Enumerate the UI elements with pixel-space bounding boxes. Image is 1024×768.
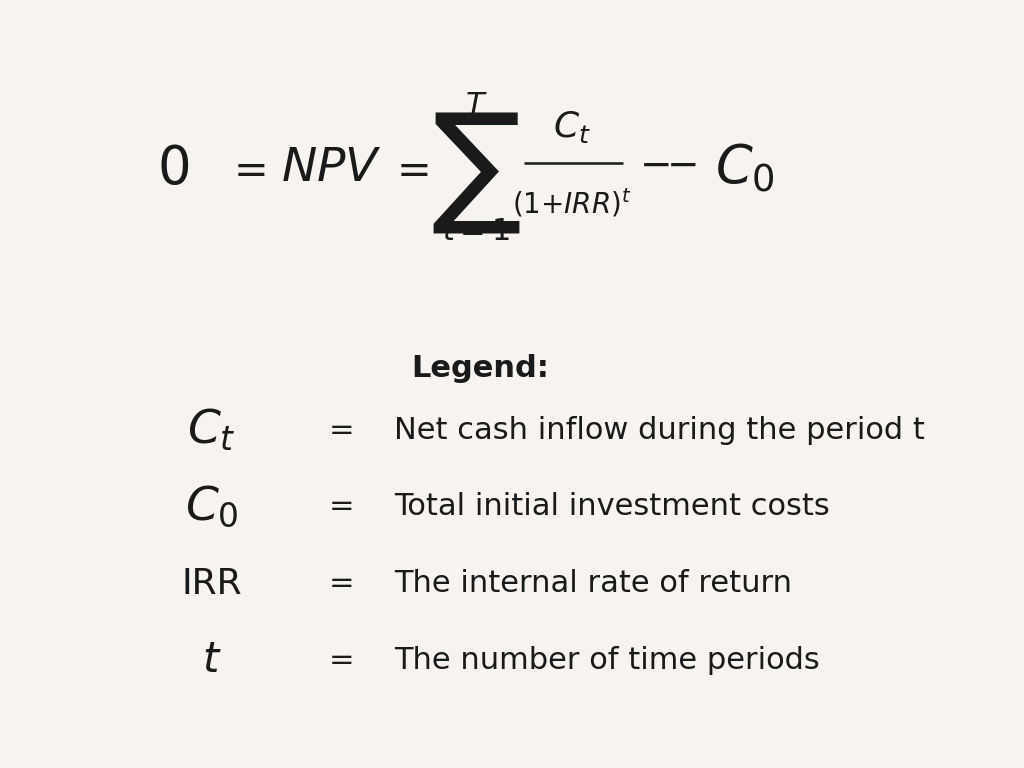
Text: =: = — [329, 569, 354, 598]
Text: =: = — [329, 415, 354, 445]
Text: Total initial investment costs: Total initial investment costs — [394, 492, 829, 521]
Text: The number of time periods: The number of time periods — [394, 646, 820, 675]
Text: $\sum$: $\sum$ — [431, 111, 520, 235]
Text: IRR: IRR — [181, 567, 242, 601]
Text: $0$: $0$ — [157, 143, 189, 195]
Text: =: = — [329, 646, 354, 675]
Text: $=$: $=$ — [225, 148, 265, 190]
Text: $C_t$: $C_t$ — [553, 109, 591, 144]
Text: The internal rate of return: The internal rate of return — [394, 569, 793, 598]
Text: $=$: $=$ — [388, 148, 429, 190]
Text: $NPV$: $NPV$ — [282, 147, 382, 191]
Text: Net cash inflow during the period t: Net cash inflow during the period t — [394, 415, 925, 445]
Text: $t{=}1$: $t{=}1$ — [442, 217, 510, 247]
Text: =: = — [329, 492, 354, 521]
Text: $(1{+}IRR)^t$: $(1{+}IRR)^t$ — [512, 187, 632, 220]
Text: $C_0$: $C_0$ — [715, 142, 775, 196]
Text: Legend:: Legend: — [412, 354, 550, 383]
Text: $-\!\!-$: $-\!\!-$ — [639, 146, 697, 184]
Text: $C_t$: $C_t$ — [187, 407, 236, 453]
Text: $t$: $t$ — [202, 640, 221, 681]
Text: $C_0$: $C_0$ — [184, 484, 239, 530]
Text: $T$: $T$ — [465, 91, 487, 121]
